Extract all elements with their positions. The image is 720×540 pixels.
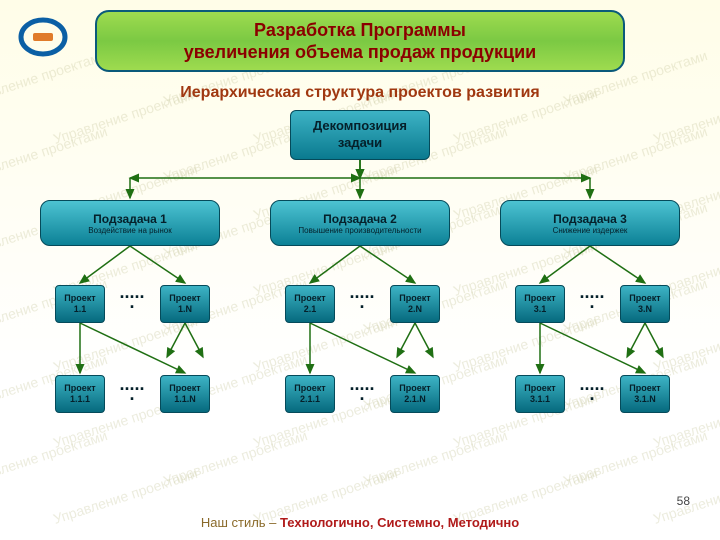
- subtask-node: Подзадача 2Повышение производительности: [270, 200, 450, 246]
- proj-num: 3.1.N: [634, 394, 656, 405]
- dots: ......: [112, 288, 152, 308]
- proj-label: Проект: [524, 383, 555, 394]
- subtask-title: Подзадача 1: [93, 212, 167, 226]
- proj-label: Проект: [399, 383, 430, 394]
- proj-num: 3.N: [638, 304, 652, 315]
- diagram-canvas: Декомпозиция задачи Подзадача 1Воздейств…: [0, 100, 720, 500]
- proj-label: Проект: [169, 383, 200, 394]
- project-node: Проект2.N: [390, 285, 440, 323]
- subtask-node: Подзадача 3Снижение издержек: [500, 200, 680, 246]
- root-line2: задачи: [338, 135, 382, 152]
- proj-num: 3.1: [534, 304, 547, 315]
- dots: ......: [572, 288, 612, 308]
- proj-label: Проект: [169, 293, 200, 304]
- page-number: 58: [677, 494, 690, 508]
- subtask-node: Подзадача 1Воздействие на рынок: [40, 200, 220, 246]
- footer: Наш стиль – Технологично, Системно, Мето…: [0, 515, 720, 530]
- project-node: Проект3.1.N: [620, 375, 670, 413]
- project-node: Проект3.1.1: [515, 375, 565, 413]
- subtask-subtitle: Повышение производительности: [298, 226, 421, 235]
- project-node: Проект1.1.N: [160, 375, 210, 413]
- project-node: Проект1.1: [55, 285, 105, 323]
- proj-num: 2.N: [408, 304, 422, 315]
- project-node: Проект3.1: [515, 285, 565, 323]
- proj-label: Проект: [629, 293, 660, 304]
- proj-label: Проект: [64, 293, 95, 304]
- proj-num: 1.1.1: [70, 394, 90, 405]
- proj-num: 2.1.N: [404, 394, 426, 405]
- proj-num: 3.1.1: [530, 394, 550, 405]
- logo: [18, 16, 68, 58]
- header-banner: Разработка Программы увеличения объема п…: [95, 10, 625, 72]
- proj-num: 2.1.1: [300, 394, 320, 405]
- subtask-title: Подзадача 3: [553, 212, 627, 226]
- footer-prefix: Наш стиль –: [201, 515, 280, 530]
- proj-label: Проект: [629, 383, 660, 394]
- proj-num: 1.1.N: [174, 394, 196, 405]
- dots: ......: [112, 380, 152, 400]
- footer-part2: Методично: [448, 515, 519, 530]
- subtask-title: Подзадача 2: [323, 212, 397, 226]
- dots: ......: [572, 380, 612, 400]
- dots: ......: [342, 380, 382, 400]
- proj-num: 2.1: [304, 304, 317, 315]
- project-node: Проект3.N: [620, 285, 670, 323]
- header-line2: увеличения объема продаж продукции: [184, 41, 536, 64]
- project-node: Проект1.1.1: [55, 375, 105, 413]
- proj-num: 1.N: [178, 304, 192, 315]
- subtask-subtitle: Снижение издержек: [553, 226, 628, 235]
- dots: ......: [342, 288, 382, 308]
- project-node: Проект2.1: [285, 285, 335, 323]
- root-line1: Декомпозиция: [313, 118, 407, 135]
- project-node: Проект2.1.1: [285, 375, 335, 413]
- proj-num: 1.1: [74, 304, 87, 315]
- subtask-subtitle: Воздействие на рынок: [88, 226, 171, 235]
- proj-label: Проект: [294, 293, 325, 304]
- proj-label: Проект: [64, 383, 95, 394]
- footer-part1: Технологично, Системно,: [280, 515, 448, 530]
- project-node: Проект1.N: [160, 285, 210, 323]
- proj-label: Проект: [524, 293, 555, 304]
- header-line1: Разработка Программы: [254, 19, 466, 42]
- proj-label: Проект: [399, 293, 430, 304]
- proj-label: Проект: [294, 383, 325, 394]
- root-node: Декомпозиция задачи: [290, 110, 430, 160]
- project-node: Проект2.1.N: [390, 375, 440, 413]
